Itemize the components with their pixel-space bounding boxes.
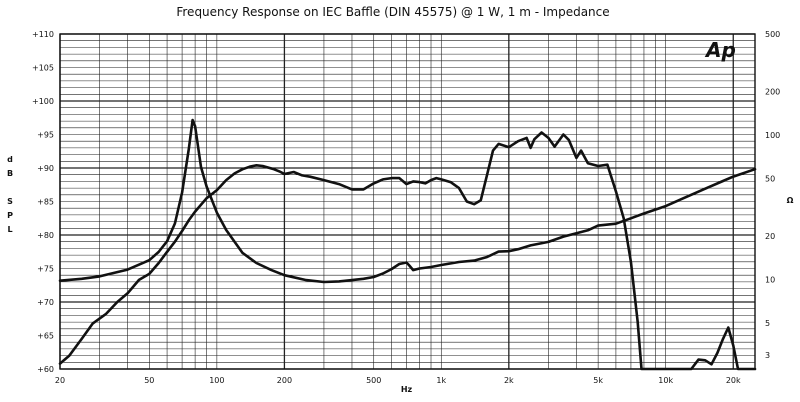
y2-tick-label: 20: [765, 232, 775, 241]
x-tick-label: 200: [277, 376, 292, 385]
y-tick-label: +80: [37, 231, 54, 240]
x-tick-label: 100: [209, 376, 224, 385]
y2-tick-label: 200: [765, 87, 780, 96]
x-tick-label: 50: [144, 376, 154, 385]
y2-tick-label: 100: [765, 131, 780, 140]
x-tick-label: 500: [366, 376, 381, 385]
y2-tick-label: 500: [765, 30, 780, 39]
grid: [59, 33, 755, 370]
ap-logo: Ap: [704, 38, 736, 62]
impedance-curve: [58, 118, 757, 284]
x-tick-label: 20: [55, 376, 65, 385]
axis-titles: Hz dB SPL Ω: [7, 155, 794, 394]
x-tick-label: 5k: [593, 376, 603, 385]
spl-curve: [58, 131, 757, 371]
chart-title: Frequency Response on IEC Baffle (DIN 45…: [176, 5, 609, 19]
x-tick-label: 10k: [658, 376, 673, 385]
y-tick-label: +95: [37, 131, 54, 140]
y-axis-label-letter: L: [7, 225, 12, 234]
x-tick-label: 2k: [504, 376, 514, 385]
x-tick-label: 1k: [436, 376, 446, 385]
y-tick-label: +70: [37, 298, 54, 307]
x-tick-label: 20k: [726, 376, 741, 385]
axis-ticks: 20 50 100 200 500 1k 2k 5k 10k 20k +110 +105 +100 +95…: [32, 30, 780, 385]
y-tick-label: +110: [32, 30, 54, 39]
plot-frame: [59, 33, 756, 370]
y2-tick-label: 3: [765, 351, 770, 360]
y2-axis-label: Ω: [787, 196, 794, 205]
y-axis-label-letter: S: [7, 197, 13, 206]
y2-tick-label: 50: [765, 174, 775, 183]
y-tick-label: +75: [37, 265, 54, 274]
series-group: [58, 118, 757, 371]
y-tick-label: +85: [37, 198, 54, 207]
y-tick-label: +65: [37, 332, 54, 341]
x-axis-label: Hz: [401, 385, 413, 394]
y-axis-label-letter: P: [7, 211, 13, 220]
y-axis-label-letter: d: [7, 155, 13, 164]
y-tick-label: +105: [32, 64, 54, 73]
y-axis-label-letter: B: [7, 169, 13, 178]
y2-tick-label: 10: [765, 275, 775, 284]
y-tick-label: +100: [32, 97, 54, 106]
y-tick-label: +90: [37, 164, 54, 173]
y-tick-label: +60: [37, 365, 54, 374]
y2-tick-label: 5: [765, 319, 770, 328]
